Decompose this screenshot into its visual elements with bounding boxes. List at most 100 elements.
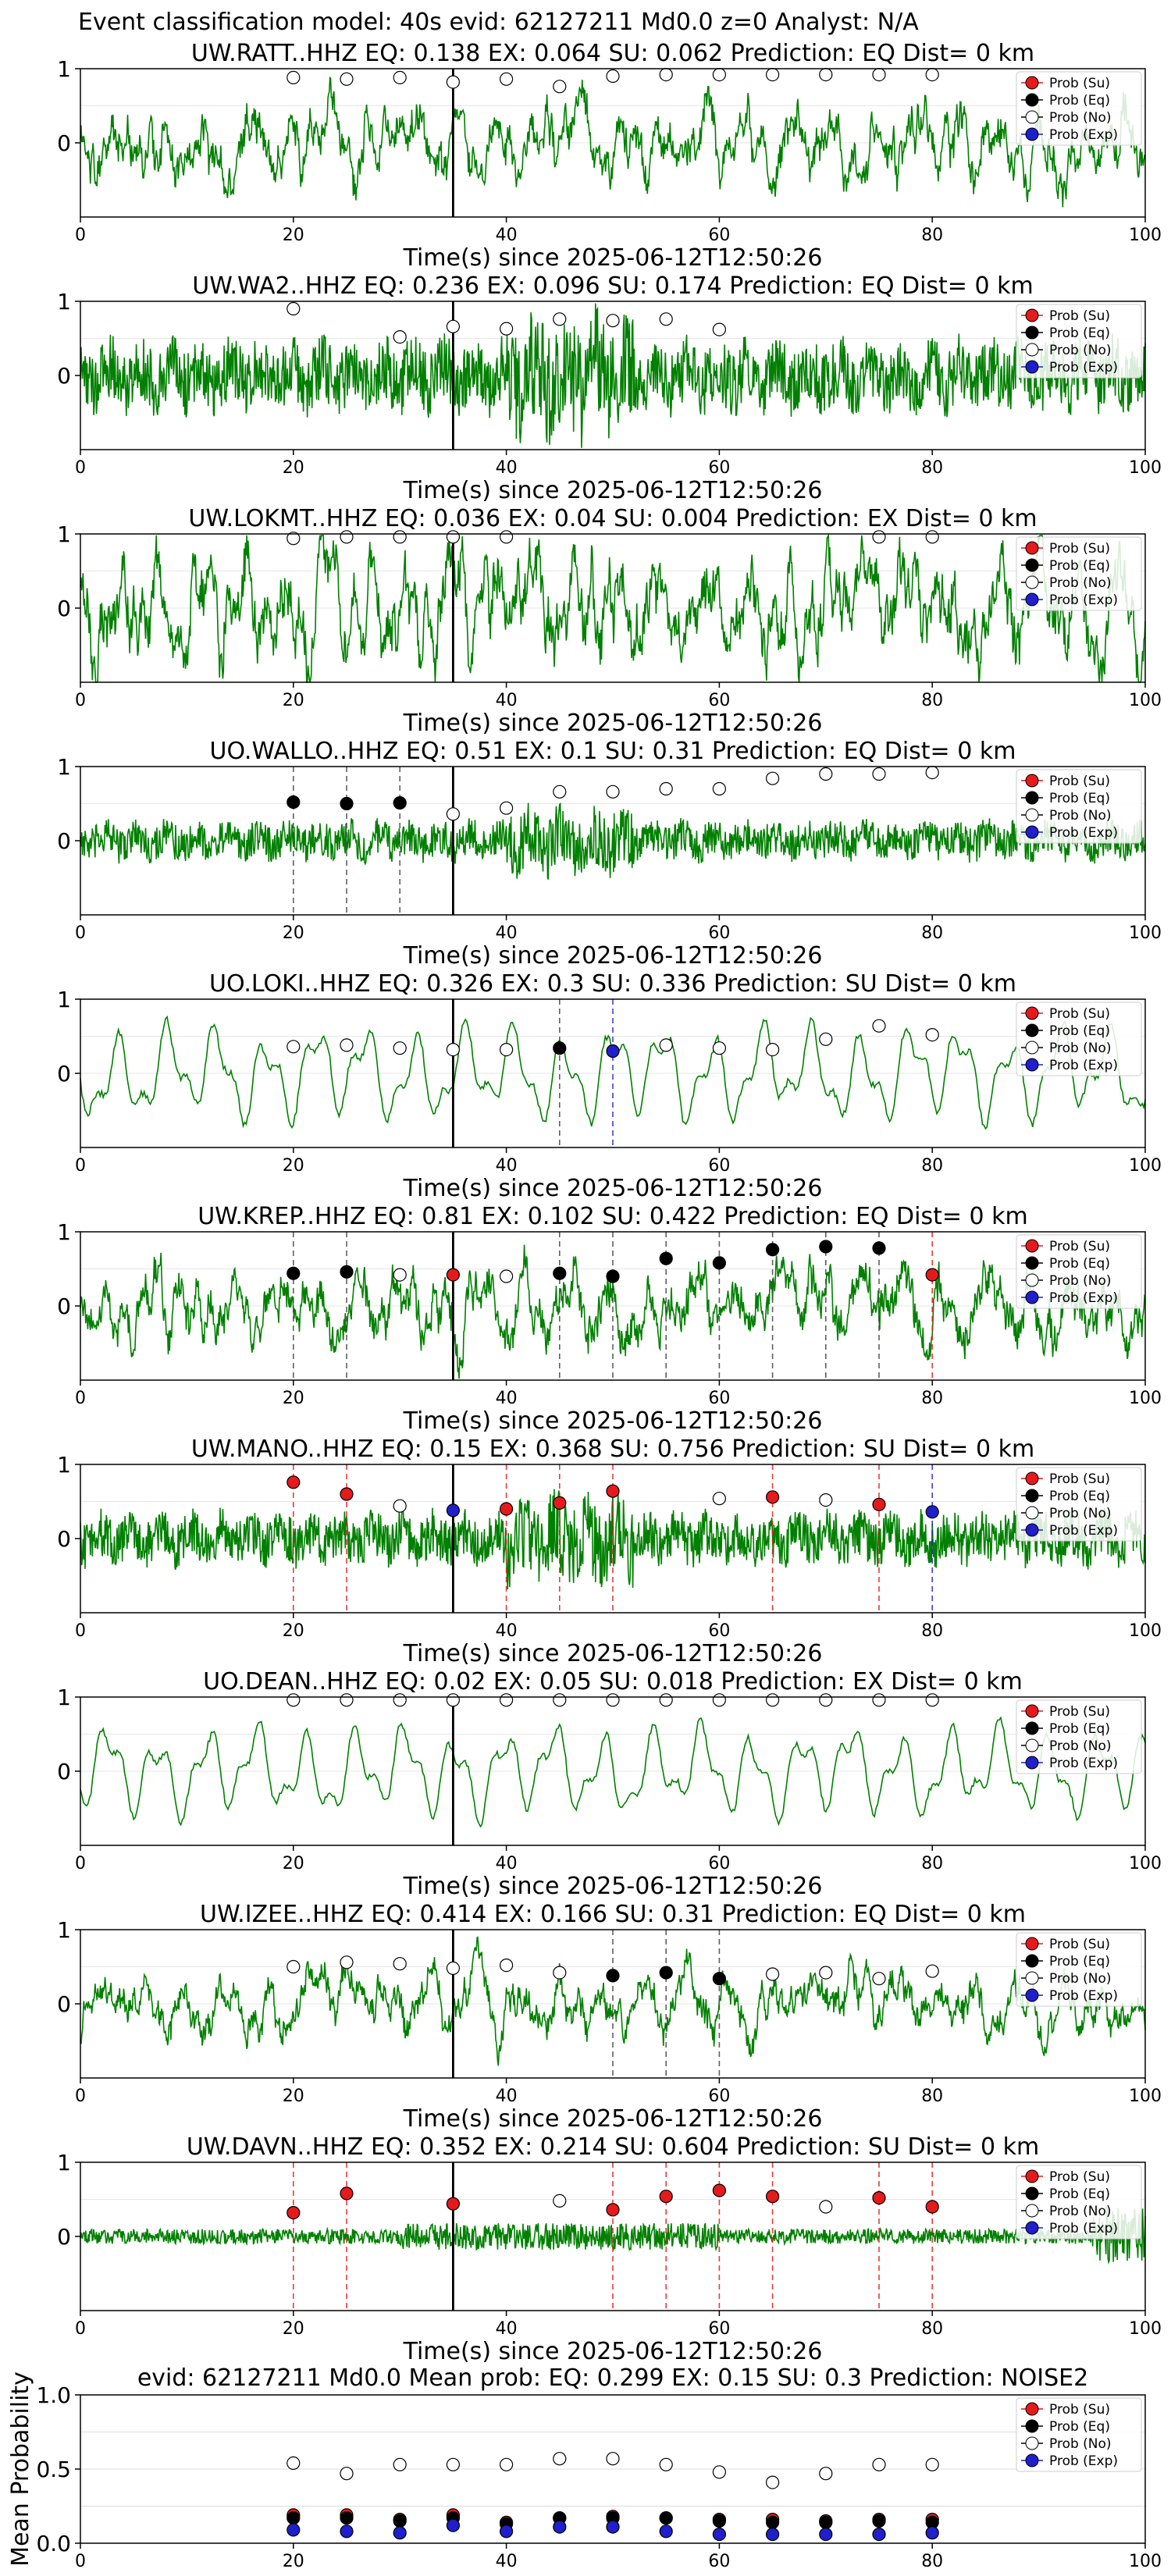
- y-tick-label: 0: [57, 1526, 71, 1552]
- legend-marker-exp: [1025, 1756, 1039, 1770]
- legend-label-no: Prob (No): [1049, 1041, 1112, 1056]
- prob-marker-no: [340, 1693, 354, 1707]
- prob-marker-no: [659, 67, 673, 82]
- prob-marker-no: [553, 785, 567, 799]
- prob-marker-eq: [712, 1972, 727, 1986]
- legend-label-exp: Prob (Exp): [1049, 2221, 1118, 2236]
- prob-marker-no: [765, 771, 780, 785]
- x-tick-label: 0: [75, 1621, 86, 1641]
- y-tick-label: 1: [57, 1917, 71, 1943]
- waveform-trace: [80, 532, 1146, 683]
- legend-box: [1016, 71, 1142, 146]
- prob-marker-eq: [553, 1266, 567, 1280]
- legend-label-no: Prob (No): [1049, 2204, 1112, 2219]
- prob-marker-no: [712, 1492, 727, 1506]
- prob-marker-no: [819, 1032, 833, 1046]
- panel-title: evid: 62127211 Md0.0 Mean prob: EQ: 0.29…: [137, 2364, 1088, 2392]
- legend-label-eq: Prob (Eq): [1049, 2419, 1110, 2435]
- prob-marker-no: [712, 67, 727, 82]
- mean-prob-marker-exp: [393, 2526, 407, 2540]
- y-tick-label: 0: [57, 828, 71, 854]
- mean-prob-marker-exp: [340, 2524, 354, 2539]
- legend-marker-eq: [1025, 1489, 1039, 1503]
- prob-marker-su: [446, 1268, 461, 1282]
- legend-label-eq: Prob (Eq): [1049, 1023, 1110, 1039]
- prob-marker-no: [446, 1961, 461, 1975]
- prob-marker-su: [287, 2206, 301, 2220]
- legend-box: [1016, 769, 1142, 844]
- legend-marker-no: [1025, 1041, 1039, 1055]
- x-tick-label: 20: [283, 1389, 304, 1408]
- x-tick-label: 80: [921, 1389, 943, 1408]
- prob-marker-exp: [925, 1505, 939, 1519]
- legend-marker-exp: [1025, 1988, 1039, 2002]
- mean-prob-marker-exp: [765, 2528, 780, 2542]
- prob-marker-no: [340, 530, 354, 544]
- legend-marker-exp: [1025, 127, 1039, 141]
- x-tick-label: 60: [708, 226, 730, 245]
- prob-marker-no: [819, 1693, 833, 1707]
- mean-prob-marker-no: [340, 2467, 354, 2481]
- panel-title: UO.WALLO..HHZ EQ: 0.51 EX: 0.1 SU: 0.31 …: [210, 738, 1016, 765]
- mean-prob-marker-exp: [712, 2528, 727, 2542]
- x-tick-label: 100: [1129, 226, 1162, 245]
- legend-label-su: Prob (Su): [1049, 308, 1110, 324]
- prob-marker-no: [765, 1042, 780, 1057]
- station-panel-uw-izee--hhz: UW.IZEE..HHZ EQ: 0.414 EX: 0.166 SU: 0.3…: [57, 1901, 1162, 2133]
- y-tick-label: 1: [57, 987, 71, 1012]
- legend-marker-eq: [1025, 326, 1039, 340]
- prob-marker-no: [659, 781, 673, 796]
- waveform-trace: [80, 303, 1146, 448]
- prob-marker-no: [287, 301, 301, 316]
- y-tick-label: 1: [57, 1452, 71, 1478]
- y-tick-label: 0: [57, 1061, 71, 1087]
- mean-prob-marker-eq: [872, 2514, 886, 2528]
- prob-marker-no: [446, 807, 461, 821]
- prob-marker-su: [553, 1496, 567, 1510]
- x-axis-label: Time(s) since 2025-06-12T12:50:26: [403, 2105, 823, 2133]
- waveform-trace: [80, 802, 1146, 880]
- legend-marker-exp: [1025, 2453, 1039, 2467]
- mean-prob-marker-exp: [659, 2524, 673, 2539]
- prob-marker-su: [925, 2200, 939, 2214]
- x-tick-label: 0: [75, 458, 86, 478]
- mean-prob-marker-no: [499, 2457, 514, 2471]
- prob-marker-no: [712, 781, 727, 796]
- x-tick-label: 60: [708, 923, 730, 943]
- legend-label-no: Prob (No): [1049, 2436, 1112, 2452]
- prob-marker-no: [925, 530, 939, 544]
- prob-marker-exp: [446, 1503, 461, 1517]
- legend-label-eq: Prob (Eq): [1049, 1954, 1110, 1969]
- prob-marker-eq: [340, 796, 354, 811]
- station-panel-uo-wallo--hhz: UO.WALLO..HHZ EQ: 0.51 EX: 0.1 SU: 0.31 …: [57, 738, 1162, 970]
- prob-marker-eq: [659, 1966, 673, 1980]
- legend-label-su: Prob (Su): [1049, 774, 1110, 789]
- legend-marker-eq: [1025, 1023, 1039, 1037]
- prob-marker-eq: [340, 1265, 354, 1279]
- prob-marker-no: [340, 1038, 354, 1052]
- legend-label-su: Prob (Su): [1049, 541, 1110, 557]
- waveform-trace: [80, 76, 1146, 208]
- legend-marker-su: [1025, 774, 1039, 788]
- legend-box: [1016, 304, 1142, 379]
- x-tick-label: 100: [1129, 691, 1162, 710]
- legend-marker-no: [1025, 808, 1039, 822]
- prob-marker-su: [340, 2186, 354, 2201]
- legend-label-no: Prob (No): [1049, 1273, 1112, 1289]
- station-panel-uo-loki--hhz: UO.LOKI..HHZ EQ: 0.326 EX: 0.3 SU: 0.336…: [57, 970, 1162, 1202]
- prob-marker-no: [606, 69, 620, 84]
- x-tick-label: 0: [75, 2319, 86, 2339]
- prob-marker-no: [446, 530, 461, 544]
- legend-marker-exp: [1025, 360, 1039, 374]
- prob-marker-no: [553, 1966, 567, 1980]
- y-tick-label: 0: [57, 2224, 71, 2250]
- prob-marker-no: [499, 530, 514, 544]
- y-tick-label: 0: [57, 130, 71, 156]
- legend-label-exp: Prob (Exp): [1049, 360, 1118, 375]
- x-tick-label: 0: [75, 923, 86, 943]
- legend-marker-su: [1025, 541, 1039, 555]
- legend-label-eq: Prob (Eq): [1049, 558, 1110, 574]
- mean-prob-marker-no: [659, 2457, 673, 2471]
- mean-prob-marker-exp: [819, 2528, 833, 2542]
- x-tick-label: 80: [921, 1156, 943, 1176]
